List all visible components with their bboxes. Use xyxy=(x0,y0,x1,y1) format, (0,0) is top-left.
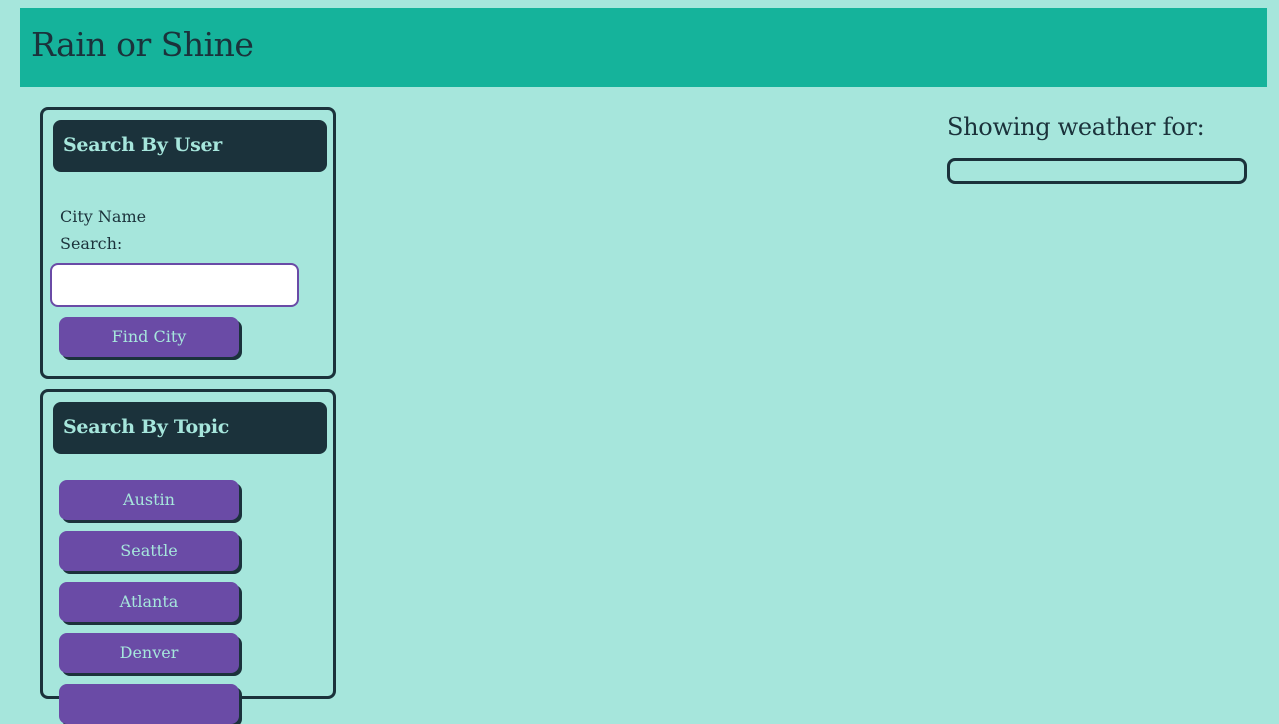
weather-result-box xyxy=(947,158,1247,184)
search-by-topic-heading: Search By Topic xyxy=(63,416,230,438)
city-button-partial[interactable] xyxy=(59,684,239,724)
search-by-user-heading-bar: Search By User xyxy=(53,120,327,172)
showing-weather-heading: Showing weather for: xyxy=(947,113,1205,141)
search-by-topic-heading-bar: Search By Topic xyxy=(53,402,327,454)
search-by-user-panel: Search By User City Name Search: Find Ci… xyxy=(40,107,336,379)
site-header: Rain or Shine xyxy=(20,8,1267,87)
site-title: Rain or Shine xyxy=(31,25,254,64)
search-by-topic-panel: Search By Topic Austin Seattle Atlanta D… xyxy=(40,389,336,724)
city-button-denver[interactable]: Denver xyxy=(59,633,239,673)
city-button-austin[interactable]: Austin xyxy=(59,480,239,520)
city-button-seattle[interactable]: Seattle xyxy=(59,531,239,571)
city-search-input[interactable] xyxy=(50,263,299,307)
city-search-label: City Name Search: xyxy=(60,207,147,253)
find-city-button[interactable]: Find City xyxy=(59,317,239,357)
city-button-atlanta[interactable]: Atlanta xyxy=(59,582,239,622)
search-by-user-heading: Search By User xyxy=(63,134,223,156)
